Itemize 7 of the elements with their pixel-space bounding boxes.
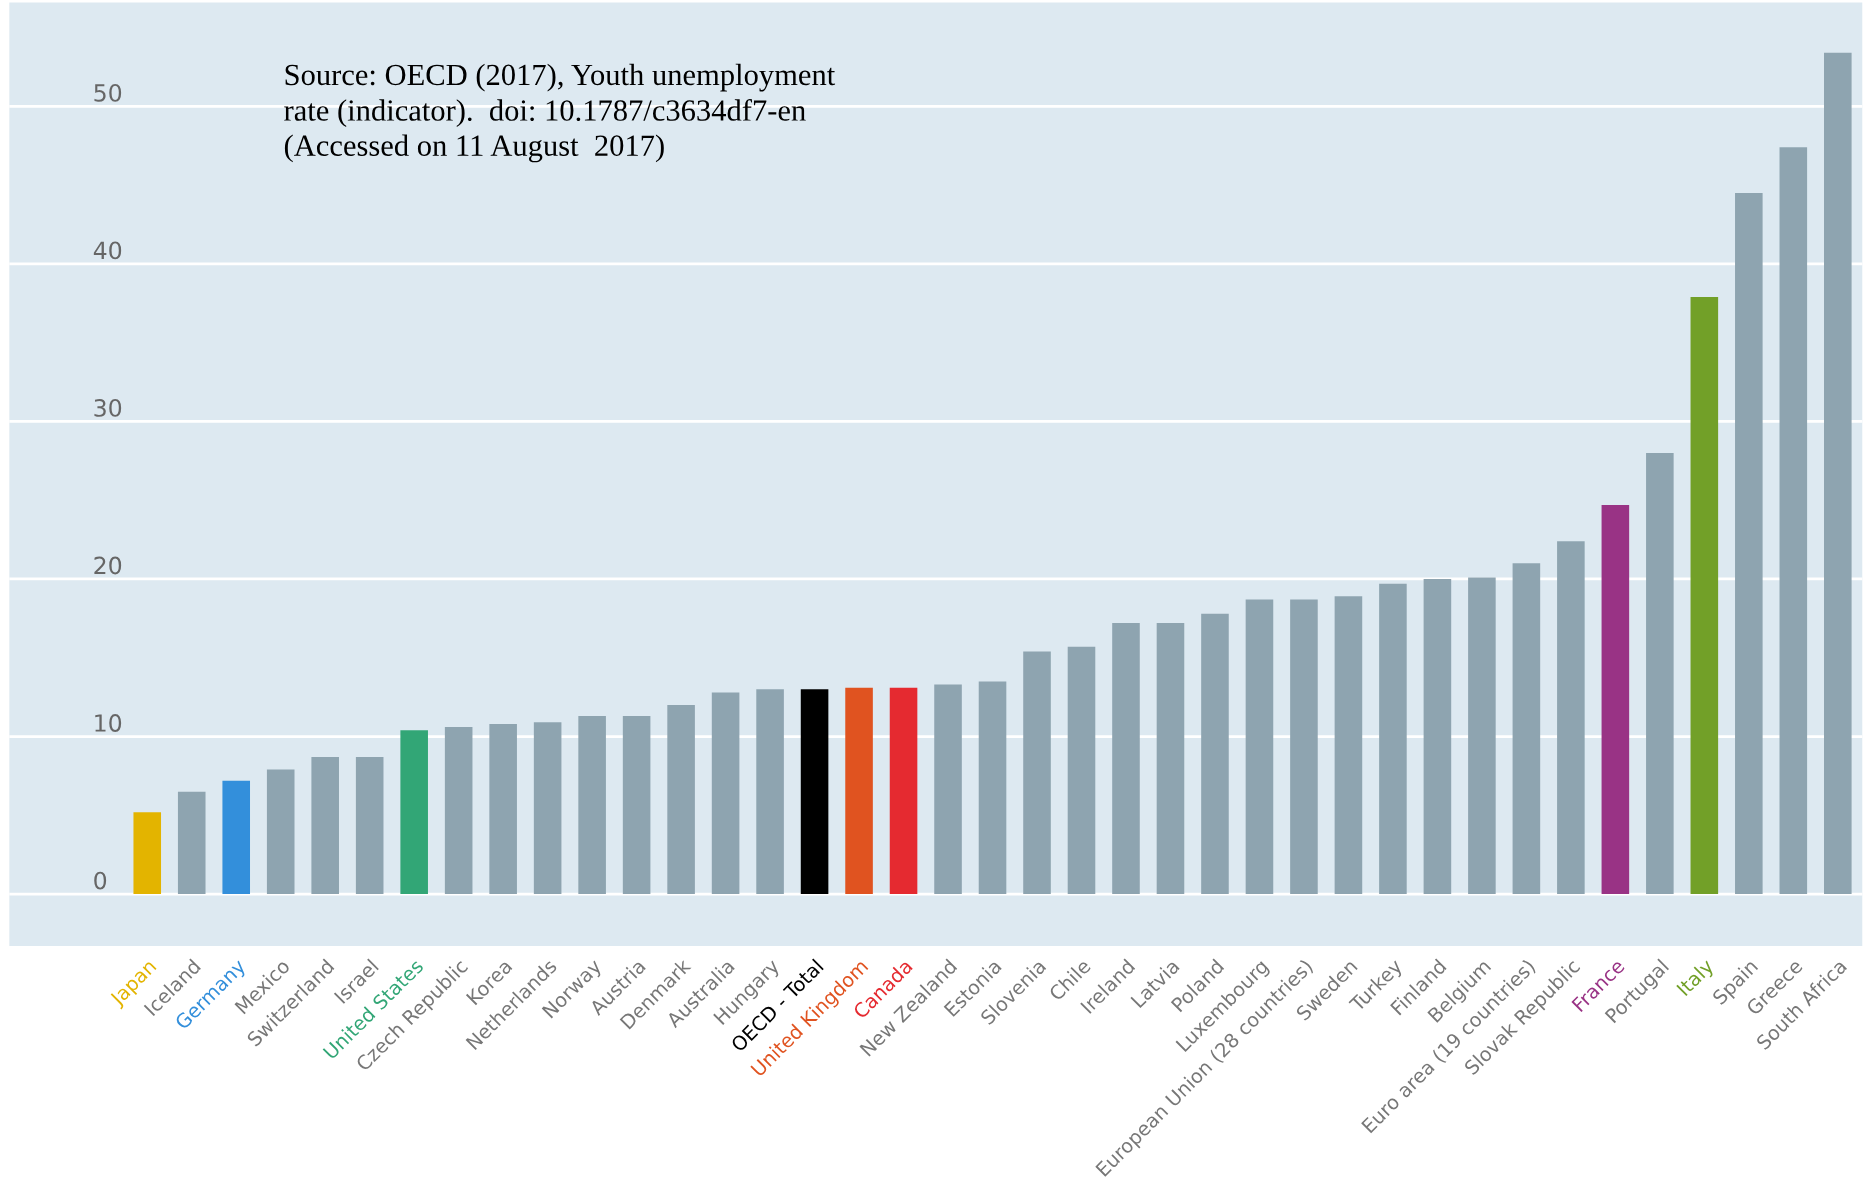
annotation: Source: OECD (2017), Youth unemployment rate (indicator). doi: 10.1787/c3634df7-en (Accessed on 11 August 2017)	[284, 63, 836, 163]
y-tick-label: 0	[94, 871, 107, 890]
y-tick-label: 10	[95, 714, 122, 732]
y-tick-label: 40	[93, 241, 122, 260]
y-tick-label: 20	[94, 556, 122, 575]
y-tick-label: 50	[94, 83, 122, 102]
y-tick-label: 30	[94, 399, 122, 417]
